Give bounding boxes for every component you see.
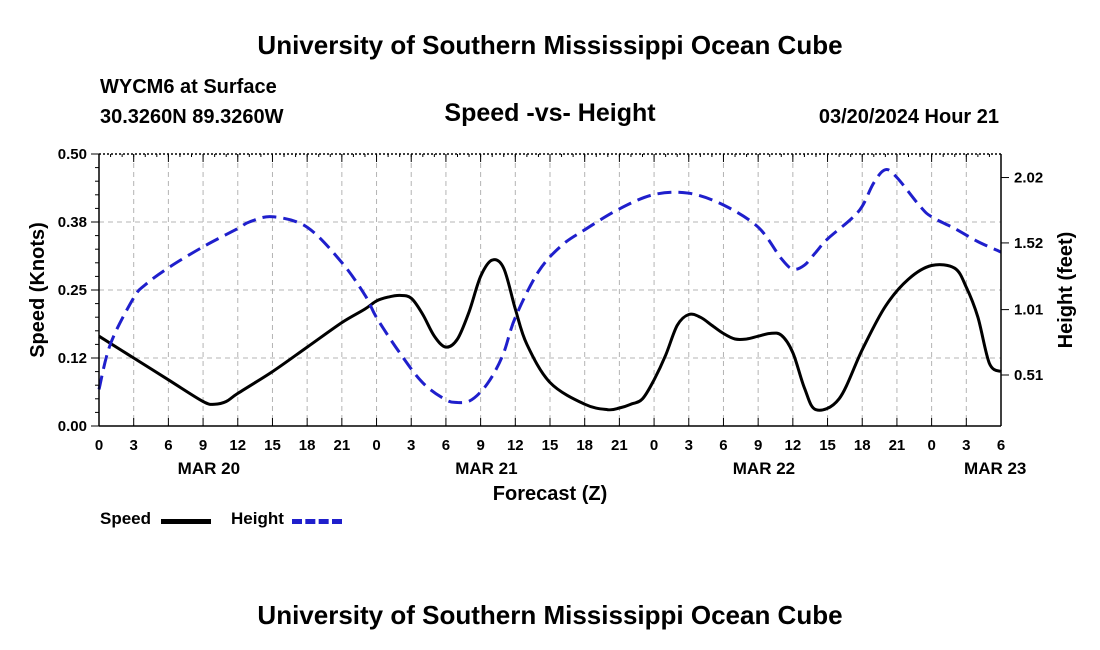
date-label: MAR 20 <box>178 459 240 478</box>
y-left-tick-label: 0.25 <box>58 282 87 299</box>
x-tick-label: 9 <box>476 437 484 454</box>
x-tick-label: 3 <box>130 437 138 454</box>
y-left-tick-label: 0.38 <box>58 214 87 231</box>
top-title: University of Southern Mississippi Ocean… <box>257 30 843 60</box>
labels-layer: 0 3 6 9 12 15 18 21 0 3 6 9 12 15 18 21 0 3 6 9 12 15 18 21 0 3 6 0… <box>27 146 1077 505</box>
y-left-tick-label: 0.12 <box>58 350 87 367</box>
series-line-speed <box>98 258 1002 412</box>
date-label: MAR 21 <box>455 459 517 478</box>
y-left-axis-title: Speed (Knots) <box>27 222 49 358</box>
x-tick-label: 15 <box>264 437 281 454</box>
legend-speed-label: Speed <box>100 509 152 528</box>
y-left-tick-label: 0.50 <box>58 146 87 163</box>
x-tick-label: 0 <box>372 437 380 454</box>
x-tick-label: 12 <box>507 437 524 454</box>
x-tick-label: 3 <box>962 437 970 454</box>
x-tick-label: 21 <box>611 437 628 454</box>
x-tick-label: 18 <box>854 437 871 454</box>
x-axis-title: Forecast (Z) <box>493 483 607 505</box>
x-tick-label: 0 <box>650 437 658 454</box>
datetime-label: 03/20/2024 Hour 21 <box>818 106 999 128</box>
x-tick-label: 9 <box>754 437 762 454</box>
x-tick-label: 6 <box>442 437 450 454</box>
legend-speed-swatch <box>161 519 211 524</box>
series-layer <box>97 168 1002 412</box>
coordinates-label: 30.3260N 89.3260W <box>100 106 284 128</box>
legend-height-label: Height <box>231 509 284 528</box>
grid-layer <box>99 154 1001 426</box>
x-tick-label: 18 <box>299 437 316 454</box>
chart-title: Speed -vs- Height <box>444 99 656 127</box>
date-label: MAR 23 <box>964 459 1026 478</box>
y-right-tick-label: 1.01 <box>1014 302 1043 319</box>
x-tick-label: 6 <box>164 437 172 454</box>
y-right-axis-title: Height (feet) <box>1055 232 1077 349</box>
x-tick-label: 3 <box>685 437 693 454</box>
x-tick-label: 9 <box>199 437 207 454</box>
series-line-height <box>97 168 1002 405</box>
x-tick-label: 15 <box>542 437 559 454</box>
speed-height-chart: 0 3 6 9 12 15 18 21 0 3 6 9 12 15 18 21 0 3 6 9 12 15 18 21 0 3 6 0… <box>27 146 1077 505</box>
y-right-tick-label: 1.52 <box>1014 235 1043 252</box>
x-tick-label: 6 <box>719 437 727 454</box>
x-tick-label: 0 <box>95 437 103 454</box>
y-left-tick-label: 0.00 <box>58 418 87 435</box>
x-tick-label: 12 <box>229 437 246 454</box>
x-tick-label: 21 <box>334 437 351 454</box>
x-tick-label: 21 <box>889 437 906 454</box>
x-tick-label: 3 <box>407 437 415 454</box>
x-tick-label: 12 <box>785 437 802 454</box>
x-tick-label: 18 <box>576 437 593 454</box>
y-right-tick-label: 0.51 <box>1014 367 1043 384</box>
y-right-tick-label: 2.02 <box>1014 170 1043 187</box>
x-tick-label: 15 <box>819 437 836 454</box>
x-tick-label: 0 <box>927 437 935 454</box>
date-label: MAR 22 <box>733 459 795 478</box>
bottom-title: University of Southern Mississippi Ocean… <box>257 600 843 630</box>
legend-height-swatch <box>292 519 342 524</box>
axes-layer <box>91 153 1009 427</box>
station-label: WYCM6 at Surface <box>100 76 277 98</box>
x-tick-label: 6 <box>997 437 1005 454</box>
